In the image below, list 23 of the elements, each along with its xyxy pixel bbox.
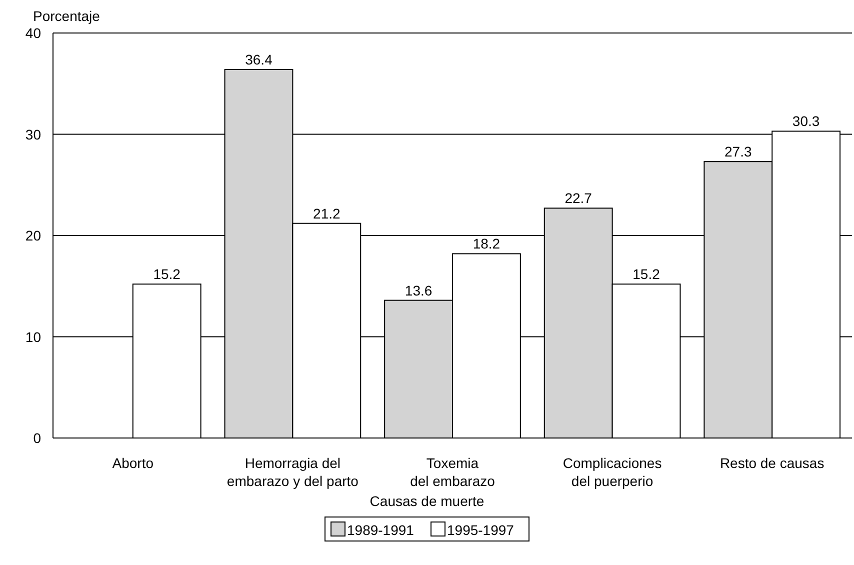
y-tick-label: 0 xyxy=(33,430,42,446)
x-tick-label: Aborto xyxy=(112,455,154,471)
data-label: 27.3 xyxy=(724,144,752,160)
x-tick-label: Complicaciones del puerperio xyxy=(562,455,662,489)
data-label: 18.2 xyxy=(472,236,500,252)
data-label: 36.4 xyxy=(245,51,273,68)
y-tick-label: 20 xyxy=(25,228,42,244)
data-label: 15.2 xyxy=(632,266,660,282)
y-axis-title: Porcentaje xyxy=(33,8,100,24)
y-tick-label: 40 xyxy=(25,25,42,41)
y-tick-label: 30 xyxy=(25,126,42,142)
data-label: 13.6 xyxy=(404,282,432,298)
y-tick-label: 10 xyxy=(25,328,42,345)
x-tick-label: Toxemia del embarazo xyxy=(410,455,496,489)
data-label: 30.3 xyxy=(792,113,820,130)
data-label: 21.2 xyxy=(313,205,340,222)
data-label: 15.2 xyxy=(153,266,181,282)
legend-label: 1995-1997 xyxy=(447,522,514,538)
x-tick-label: Hemorragia del embarazo y del parto xyxy=(226,455,359,489)
x-tick-label: Resto de causas xyxy=(720,455,824,471)
x-axis-title: Causas de muerte xyxy=(370,493,484,509)
legend-label: 1989-1991 xyxy=(347,522,414,538)
data-label: 22.7 xyxy=(564,190,592,206)
